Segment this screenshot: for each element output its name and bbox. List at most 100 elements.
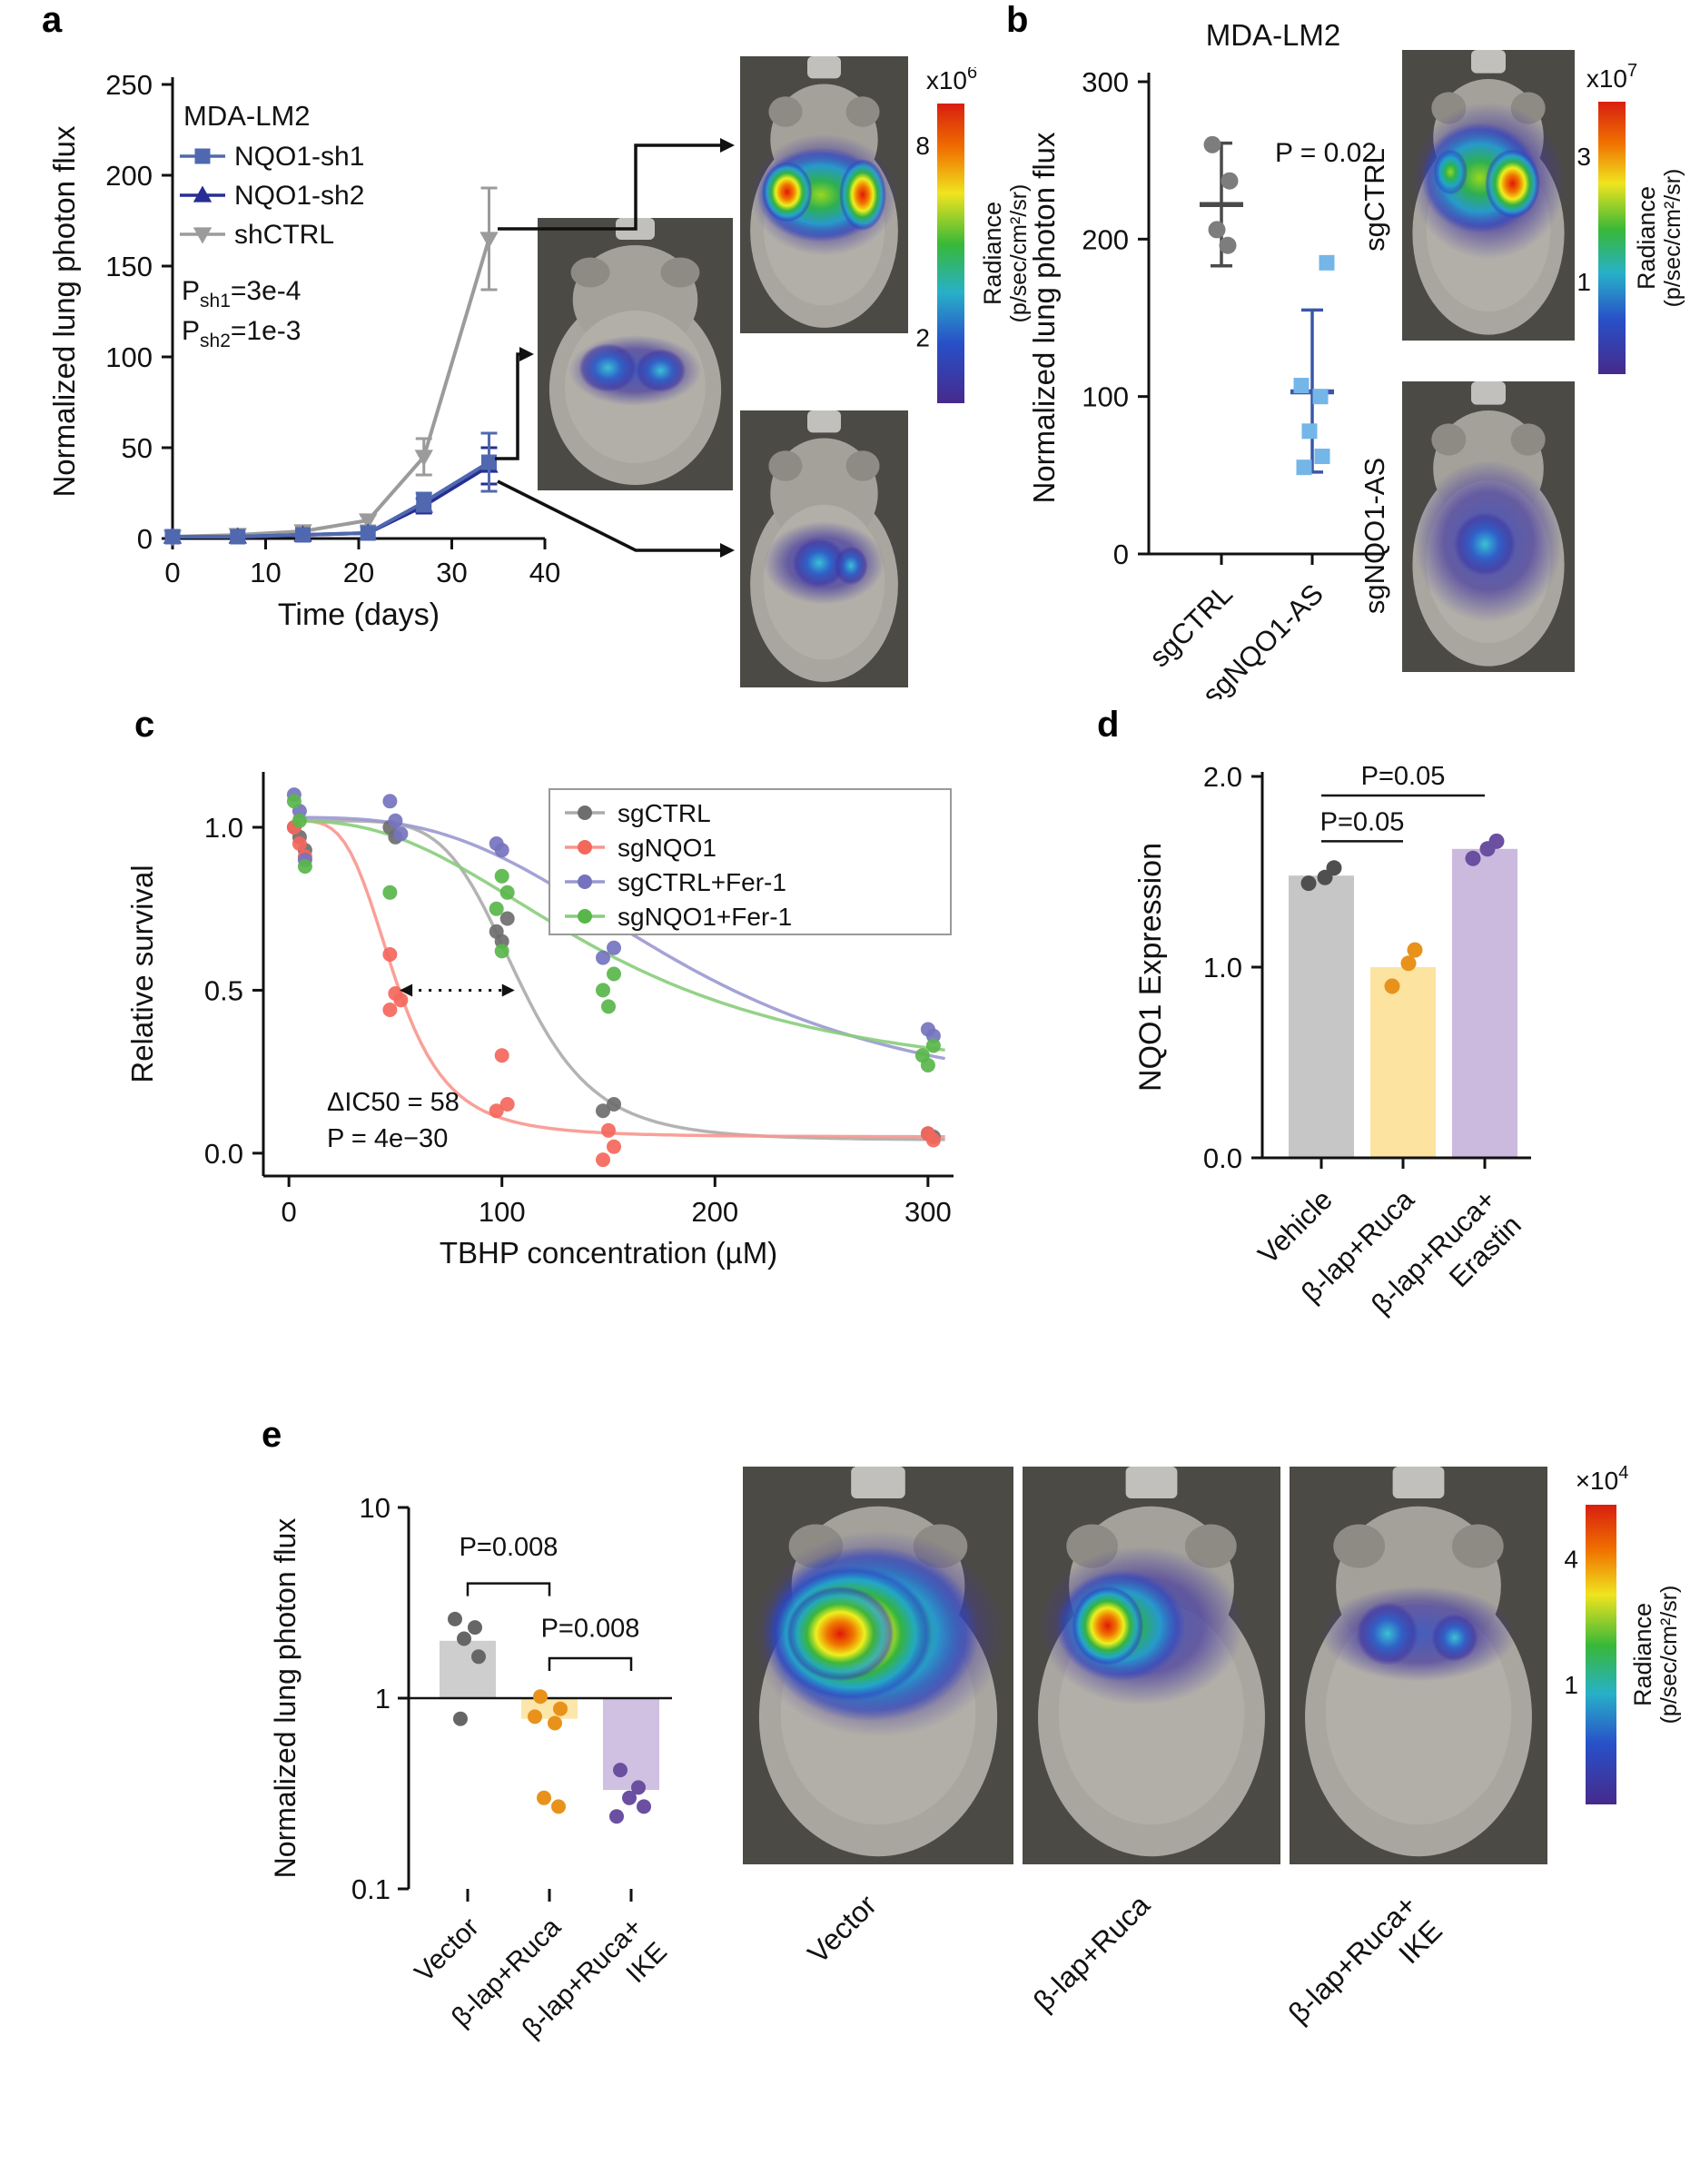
mouse-ear bbox=[1431, 423, 1467, 456]
data-point bbox=[622, 1790, 637, 1805]
legend-marker bbox=[578, 909, 592, 924]
mouse-ear bbox=[845, 96, 880, 127]
signal-blob bbox=[1454, 512, 1517, 577]
mouse-image-sgnqo1-as bbox=[1402, 381, 1575, 672]
nose-cone bbox=[1125, 1467, 1178, 1499]
data-point-shCTRL bbox=[359, 513, 378, 530]
pvalue-annotation: P = 0.02 bbox=[1275, 138, 1377, 168]
data-point bbox=[1300, 875, 1317, 892]
colorbar-radiance-label: Radiance bbox=[1633, 186, 1660, 290]
data-point-sgNQO1 bbox=[393, 993, 409, 1008]
radiance-colorbar-b: x107 3 1 Radiance (p/sec/cm²/sr) bbox=[1576, 64, 1685, 374]
x-tick-label: 0 bbox=[282, 1196, 297, 1228]
text-span: sh1 bbox=[200, 291, 231, 311]
signal-blob bbox=[1356, 1602, 1418, 1665]
colorbar-tick-label: 1 bbox=[1564, 1671, 1578, 1699]
data-point-sgCTRL+Fer-1 bbox=[388, 813, 403, 828]
text-span: 7 bbox=[1627, 64, 1637, 81]
data-point bbox=[1407, 942, 1423, 958]
text-span: x10 bbox=[1586, 64, 1627, 93]
x-axis-title: Time (days) bbox=[278, 598, 440, 632]
colorbar-tick-label: 8 bbox=[915, 132, 930, 160]
data-point-sgNQO1+Fer-1 bbox=[494, 944, 509, 959]
mouse-ear bbox=[1451, 1524, 1504, 1568]
x-tick-label: 100 bbox=[479, 1196, 526, 1228]
x-tick-label: 20 bbox=[343, 557, 374, 588]
annotation: P = 4e−30 bbox=[327, 1124, 448, 1153]
colorbar-gradient bbox=[937, 104, 964, 403]
bar-Vehicle bbox=[1289, 875, 1354, 1158]
colorbar-radiance-label: Radiance bbox=[1629, 1603, 1656, 1706]
image-label-sgctrl: sgCTRL bbox=[1359, 148, 1390, 252]
data-point-sgNQO1+Fer-1 bbox=[297, 859, 312, 875]
y-tick-label: 10 bbox=[360, 1492, 390, 1524]
nose-cone bbox=[1471, 50, 1506, 74]
arrowhead bbox=[720, 543, 735, 558]
data-point-sgCTRL bbox=[596, 1103, 610, 1119]
y-axis-title: Normalized lung photon flux bbox=[47, 125, 81, 498]
y-axis-title: Normalized lung photon flux bbox=[269, 1518, 301, 1879]
comparison-label: P=0.008 bbox=[460, 1533, 558, 1562]
data-point-sgNQO1+Fer-1 bbox=[601, 999, 616, 1014]
x-tick-label: 30 bbox=[436, 557, 467, 588]
y-tick-label: 100 bbox=[105, 341, 153, 373]
data-point-sgNQO1 bbox=[489, 1103, 504, 1119]
signal-blob bbox=[786, 1586, 894, 1682]
mouse-image-sh-knockdown bbox=[740, 410, 908, 687]
colorbar-radiance-unit: (p/sec/cm²/sr) bbox=[1660, 169, 1685, 308]
comparison-bracket bbox=[548, 1656, 633, 1672]
legend-label: NQO1-sh1 bbox=[234, 142, 364, 172]
signal-blob bbox=[839, 158, 886, 232]
chart-title: MDA-LM2 bbox=[1206, 18, 1341, 52]
nose-cone bbox=[616, 218, 655, 240]
data-point bbox=[637, 1799, 651, 1814]
text-span: P bbox=[182, 276, 200, 306]
x-tick-label: 0 bbox=[164, 557, 180, 588]
colorbar-tick-label: 4 bbox=[1564, 1545, 1578, 1573]
colorbar-exponent: x107 bbox=[1586, 64, 1637, 93]
x-tick-label: 40 bbox=[529, 557, 560, 588]
panel-c-dose-response-chart: 0.0 0.5 1.0 0 100 200 300 TBHP concentration (µ… bbox=[125, 772, 954, 1270]
panel-label-c: c bbox=[134, 705, 155, 745]
legend-label: sgCTRL+Fer-1 bbox=[618, 868, 786, 896]
data-point-sgNQO1-AS bbox=[1319, 254, 1335, 271]
y-tick-label: 250 bbox=[105, 69, 153, 101]
data-point-sgNQO1+Fer-1 bbox=[292, 813, 307, 828]
data-point-sgNQO1-AS bbox=[1314, 449, 1330, 465]
data-point-NQO1-sh1 bbox=[416, 494, 432, 510]
data-point bbox=[609, 1809, 624, 1824]
data-point-shCTRL bbox=[479, 232, 499, 249]
data-point bbox=[468, 1620, 482, 1636]
y-tick-label: 150 bbox=[105, 251, 153, 282]
legend-label: NQO1-sh2 bbox=[234, 181, 364, 211]
data-point-sgNQO1 bbox=[499, 1097, 515, 1112]
data-point-sgNQO1+Fer-1 bbox=[920, 1058, 935, 1072]
data-point-sgNQO1+Fer-1 bbox=[286, 794, 301, 809]
y-tick-label: 50 bbox=[122, 432, 153, 464]
nose-cone bbox=[807, 56, 841, 79]
colorbar-tick-label: 1 bbox=[1576, 268, 1591, 296]
nose-cone bbox=[1392, 1467, 1445, 1499]
comparison-label: P=0.05 bbox=[1361, 762, 1446, 791]
data-point-NQO1-sh1 bbox=[295, 527, 311, 543]
text-span: sh2 bbox=[200, 331, 231, 351]
data-point bbox=[453, 1711, 468, 1726]
legend-label: sgCTRL bbox=[618, 799, 711, 827]
y-tick-label: 100 bbox=[1082, 381, 1129, 413]
data-point bbox=[528, 1709, 542, 1724]
data-point-NQO1-sh1 bbox=[481, 454, 497, 470]
data-point bbox=[553, 1701, 568, 1716]
x-tick-label: Vector bbox=[409, 1912, 484, 1988]
bar-β-lap+Ruca bbox=[1370, 967, 1436, 1158]
y-tick-label: 0.1 bbox=[351, 1873, 390, 1905]
data-point-sgNQO1+Fer-1 bbox=[382, 884, 398, 900]
legend-box bbox=[549, 788, 952, 935]
panel-label-b: b bbox=[1006, 0, 1029, 40]
text-span: =1e-3 bbox=[231, 316, 301, 346]
colorbar-exponent: x106 bbox=[926, 67, 977, 94]
data-point bbox=[533, 1689, 548, 1705]
